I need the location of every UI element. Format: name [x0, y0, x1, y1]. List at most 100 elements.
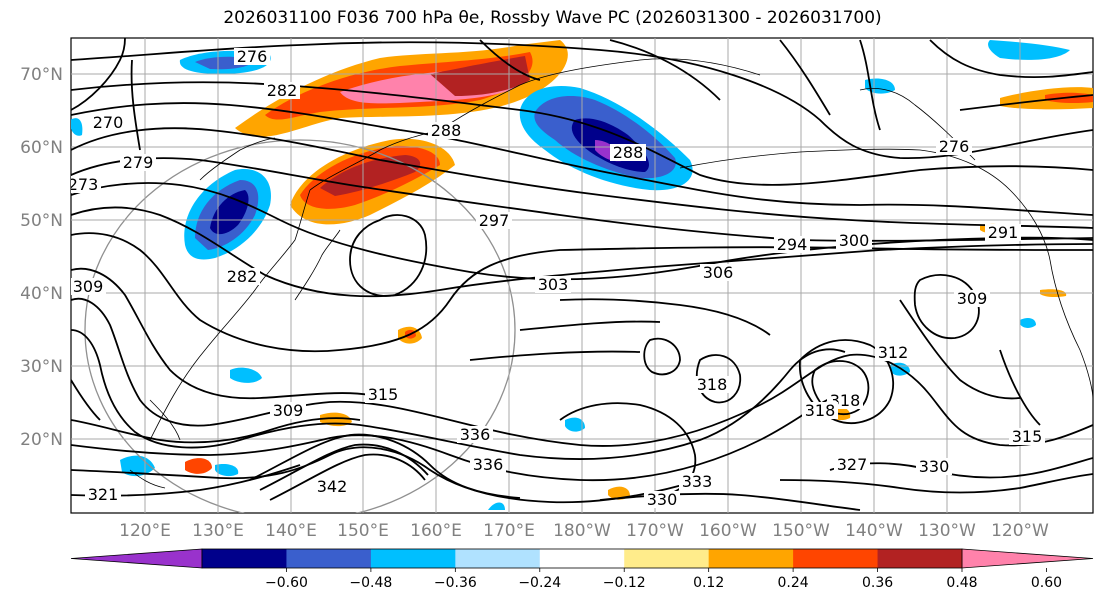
contour-label: 291: [988, 223, 1019, 242]
contour-label-bg: [120, 154, 156, 171]
contour-label-bg: [224, 268, 260, 285]
colorbar-tick-label: −0.24: [518, 575, 561, 591]
colorbar-frame: [201, 548, 963, 569]
contour-label: 318: [697, 375, 728, 394]
contour-labels: 276 282 270 279 273 288 288 297 276 291 300 294 303 3…: [68, 47, 1045, 509]
lon-tick-label: 160°W: [699, 521, 757, 541]
lon-tick-label: 150°E: [337, 521, 389, 541]
lat-tick-label: 20°N: [20, 430, 63, 450]
colorbar-bin: [539, 549, 625, 568]
contour-label-bg: [679, 473, 715, 490]
contour-label: 312: [878, 343, 909, 362]
colorbar-tick-label: −0.60: [265, 575, 308, 591]
lon-tick-label: 130°E: [192, 521, 244, 541]
lat-tick-label: 30°N: [20, 357, 63, 377]
lat-tick-label: 60°N: [20, 138, 63, 158]
contour-label: 279: [123, 153, 154, 172]
lat-tick-label: 50°N: [20, 211, 63, 231]
contour-label-bg: [457, 426, 493, 443]
longitude-labels: 120°E 130°E 140°E 150°E 160°E 170°E 180°W 170°W…: [119, 521, 1049, 541]
colorbar-tick-label: 0.60: [1031, 575, 1062, 591]
contour-label-bg: [85, 486, 121, 503]
contour-label-bg: [264, 82, 300, 99]
lon-tick-label: 170°E: [483, 521, 535, 541]
colorbar-under-triangle: [70, 548, 203, 569]
lon-tick-label: 140°E: [265, 521, 317, 541]
contour-label: 294: [777, 235, 808, 254]
chart-title: 2026031100 F036 700 hPa θe, Rossby Wave …: [223, 8, 882, 28]
contour-label-bg: [644, 491, 680, 508]
contour-label: 273: [68, 175, 99, 194]
contour-label: 306: [703, 263, 734, 282]
contour-label-bg: [916, 458, 952, 475]
contour-label: 303: [538, 275, 569, 294]
latitude-labels: 70°N 60°N 50°N 40°N 30°N 20°N: [20, 65, 63, 450]
contour-label: 336: [460, 425, 491, 444]
theta-e-contours: [71, 38, 1093, 511]
contour-label: 318: [805, 401, 836, 420]
contour-label: 300: [839, 231, 870, 250]
contour-label: 276: [939, 137, 970, 156]
contour-label: 282: [227, 267, 258, 286]
lon-tick-label: 160°E: [410, 521, 462, 541]
wave-region-circle: [84, 139, 516, 513]
contour-label: 333: [682, 472, 713, 491]
colorbar-bin: [370, 549, 456, 568]
contour-label-bg: [694, 376, 730, 393]
contour-label: 309: [73, 277, 104, 296]
contour-label-bg: [936, 138, 972, 155]
contour-label: 276: [237, 47, 268, 66]
contour-label: 309: [273, 401, 304, 420]
contour-label-bg: [270, 402, 306, 419]
contour-label: 330: [919, 457, 950, 476]
colorbar-bin: [455, 549, 541, 568]
contour-label-bg: [234, 48, 270, 65]
colorbar-bin: [793, 549, 879, 568]
colorbar: −0.60 −0.48 −0.36 −0.24 −0.12 0.12 0.24 0.36 0.4…: [70, 548, 1094, 591]
contour-label-bg: [428, 122, 464, 139]
colorbar-bin: [877, 549, 963, 568]
lon-tick-label: 170°W: [626, 521, 684, 541]
coastlines: [129, 58, 1093, 489]
colorbar-tick-label: 0.12: [693, 575, 724, 591]
colorbar-bin: [202, 549, 287, 568]
contour-label-bg: [365, 386, 401, 403]
contour-label-bg: [985, 224, 1021, 241]
colorbar-tick-label: 0.48: [946, 575, 977, 591]
contour-label-bg: [774, 236, 810, 253]
contour-label: 315: [1012, 427, 1043, 446]
contour-label-bg: [535, 276, 571, 293]
colorbar-bin: [286, 549, 372, 568]
colorbar-tick-label: 0.24: [778, 575, 809, 591]
colorbar-tick-label: −0.36: [434, 575, 477, 591]
contour-label: 321: [88, 485, 119, 504]
lon-tick-label: 120°W: [991, 521, 1049, 541]
contour-label-bg: [802, 402, 838, 419]
contour-label: 270: [93, 113, 124, 132]
contour-label-bg: [476, 212, 512, 229]
contour-label: 288: [431, 121, 462, 140]
map-layer: 276 282 270 279 273 288 288 297 276 291 300 294 303 3…: [68, 38, 1093, 513]
contour-label: 309: [957, 289, 988, 308]
contour-label-bg: [875, 344, 911, 361]
contour-label: 288: [613, 143, 644, 162]
contour-label-bg: [834, 456, 870, 473]
contour-label: 297: [479, 211, 510, 230]
contour-label-bg: [610, 144, 646, 161]
colorbar-tick-label: 0.36: [862, 575, 893, 591]
contour-label-bg: [90, 114, 126, 131]
contour-label: 282: [267, 81, 298, 100]
contour-label-bg: [836, 232, 872, 249]
gridlines: [71, 38, 1093, 513]
contour-label-bg: [314, 478, 350, 495]
contour-label: 330: [647, 490, 678, 509]
contour-label-bg: [954, 290, 990, 307]
contour-label-bg: [700, 264, 736, 281]
colorbar-bin: [624, 549, 710, 568]
lon-tick-label: 130°W: [918, 521, 976, 541]
contour-label: 315: [368, 385, 399, 404]
contour-label: 342: [317, 477, 348, 496]
colorbar-bin: [708, 549, 794, 568]
lon-tick-label: 150°W: [772, 521, 830, 541]
